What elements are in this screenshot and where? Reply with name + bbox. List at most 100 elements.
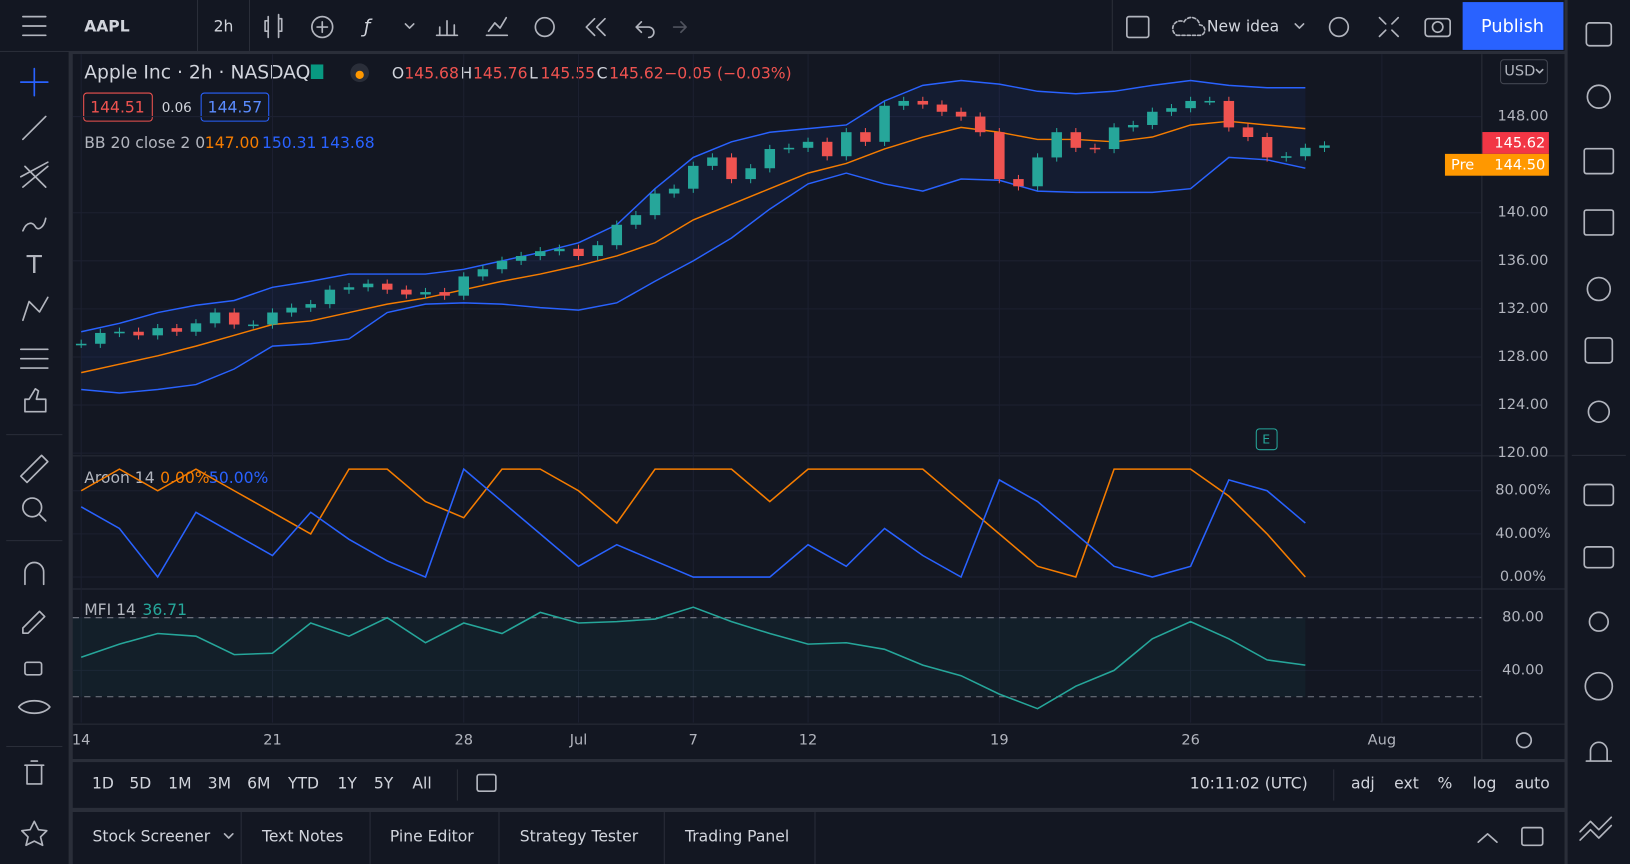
alert-icon[interactable] xyxy=(534,16,555,38)
interval[interactable]: 2h xyxy=(214,18,234,36)
mfi-value: 36.71 xyxy=(142,601,187,619)
panel-tab[interactable]: Trading Panel xyxy=(684,827,789,845)
scale-option[interactable]: adj xyxy=(1351,774,1375,792)
panel-tab[interactable]: Stock Screener xyxy=(93,827,211,845)
watchlist-icon[interactable] xyxy=(1585,22,1613,47)
range-button[interactable]: YTD xyxy=(287,774,319,792)
pattern-tool[interactable] xyxy=(22,296,49,322)
crosshair-tool[interactable] xyxy=(19,67,49,97)
bb-lower: 143.68 xyxy=(320,134,375,152)
dropdown-icon[interactable] xyxy=(404,23,415,29)
panel-tab[interactable]: Text Notes xyxy=(261,827,343,845)
candle xyxy=(228,312,240,325)
range-button[interactable]: 1M xyxy=(168,774,191,792)
dropdown-icon[interactable] xyxy=(1294,23,1305,29)
notifications-icon[interactable] xyxy=(1585,741,1613,762)
scale-option[interactable]: log xyxy=(1473,774,1497,792)
earnings-letter: E xyxy=(1262,431,1270,446)
streams-icon[interactable] xyxy=(1588,611,1610,632)
currency-button[interactable] xyxy=(1500,59,1548,85)
sell-button[interactable] xyxy=(83,92,153,122)
scale-settings-icon[interactable] xyxy=(1515,732,1533,749)
ideas-icon[interactable] xyxy=(1587,400,1611,423)
replay-icon[interactable] xyxy=(585,17,606,37)
range-button[interactable]: 1D xyxy=(92,774,114,792)
chart-type-icon[interactable] xyxy=(264,13,283,39)
symbol-title: Apple Inc · 2h · NASDAQ xyxy=(84,62,310,83)
prediction-tool[interactable] xyxy=(19,348,49,369)
redo-icon[interactable] xyxy=(672,21,687,34)
text-tool[interactable]: T xyxy=(26,250,43,279)
calendar-icon[interactable] xyxy=(1584,337,1614,364)
candle xyxy=(477,269,489,277)
layout-icon[interactable] xyxy=(485,16,509,37)
pre-market-tag xyxy=(1444,153,1549,176)
trendline-tool[interactable] xyxy=(22,115,47,141)
fib-tool[interactable] xyxy=(19,161,49,188)
symbol[interactable]: AAPL xyxy=(84,18,130,36)
menu-icon xyxy=(22,15,47,37)
last-price: 145.62 xyxy=(1494,134,1545,151)
range-button[interactable]: 3M xyxy=(208,774,231,792)
indicators-icon[interactable]: ƒ xyxy=(361,17,373,38)
magnet-tool[interactable] xyxy=(24,561,45,586)
favorites-tool[interactable] xyxy=(20,820,48,847)
range-button[interactable]: All xyxy=(412,774,431,792)
brush-tool[interactable] xyxy=(22,217,47,232)
undo-icon[interactable] xyxy=(635,21,655,39)
candle xyxy=(458,276,470,296)
candle xyxy=(726,157,737,180)
maximize-icon[interactable] xyxy=(1521,826,1544,847)
data-window-icon[interactable] xyxy=(1583,209,1615,236)
lock-drawing-tool[interactable] xyxy=(22,610,46,635)
panel-tab[interactable]: Pine Editor xyxy=(390,827,474,845)
bb-line xyxy=(81,79,1306,333)
earnings-marker[interactable] xyxy=(1255,428,1278,451)
candle xyxy=(802,141,814,148)
chats-icon[interactable] xyxy=(1583,483,1615,507)
video-icon[interactable] xyxy=(1584,671,1614,701)
range-button[interactable]: 5Y xyxy=(374,774,394,792)
y-tick-label: 40.00 xyxy=(1502,661,1544,678)
icons-tool[interactable] xyxy=(24,388,47,413)
scale-option[interactable]: auto xyxy=(1515,774,1550,792)
news-icon[interactable] xyxy=(1583,147,1615,175)
y-tick-label: 140.00 xyxy=(1497,204,1548,221)
ohlc-value: 145.68 xyxy=(404,64,459,82)
alerts-icon[interactable] xyxy=(1586,84,1612,109)
templates-icon[interactable] xyxy=(435,19,459,37)
x-tick-label: 7 xyxy=(689,731,698,748)
lock-tool[interactable] xyxy=(24,661,43,676)
candle xyxy=(75,343,87,346)
dropdown-icon[interactable] xyxy=(223,833,234,839)
settings-icon[interactable] xyxy=(1328,16,1350,38)
measure-tool[interactable] xyxy=(19,454,49,484)
scale-option[interactable]: ext xyxy=(1394,774,1419,792)
publish-button[interactable] xyxy=(1462,2,1564,50)
ohlc-value: 145.76 xyxy=(473,64,528,82)
fullscreen-layout-icon[interactable] xyxy=(1126,15,1150,39)
remove-tool[interactable] xyxy=(24,760,45,785)
hide-tool[interactable] xyxy=(17,699,51,715)
messages-icon[interactable] xyxy=(1583,546,1615,569)
buy-button[interactable] xyxy=(200,92,270,122)
left-toolbar xyxy=(0,51,69,864)
snapshot-icon[interactable] xyxy=(1424,17,1451,38)
range-button[interactable]: 5D xyxy=(129,774,151,792)
date-range-icon[interactable] xyxy=(476,773,497,793)
compare-icon[interactable] xyxy=(311,15,334,39)
menu-button[interactable] xyxy=(22,15,47,37)
trading-icon[interactable] xyxy=(1579,816,1613,841)
collapse-icon[interactable] xyxy=(1477,833,1498,843)
ohlc-label: C xyxy=(597,64,608,82)
candle xyxy=(1300,147,1311,157)
scale-option[interactable]: % xyxy=(1438,774,1453,792)
hotlist-icon[interactable] xyxy=(1586,276,1612,302)
range-button[interactable]: 1Y xyxy=(337,774,357,792)
expand-icon[interactable] xyxy=(1378,16,1400,38)
new-idea[interactable]: New idea xyxy=(1207,18,1279,36)
zoom-tool[interactable] xyxy=(22,497,43,518)
range-button[interactable]: 6M xyxy=(247,774,270,792)
idea-icon[interactable] xyxy=(1171,16,1206,37)
panel-tab[interactable]: Strategy Tester xyxy=(520,827,639,845)
